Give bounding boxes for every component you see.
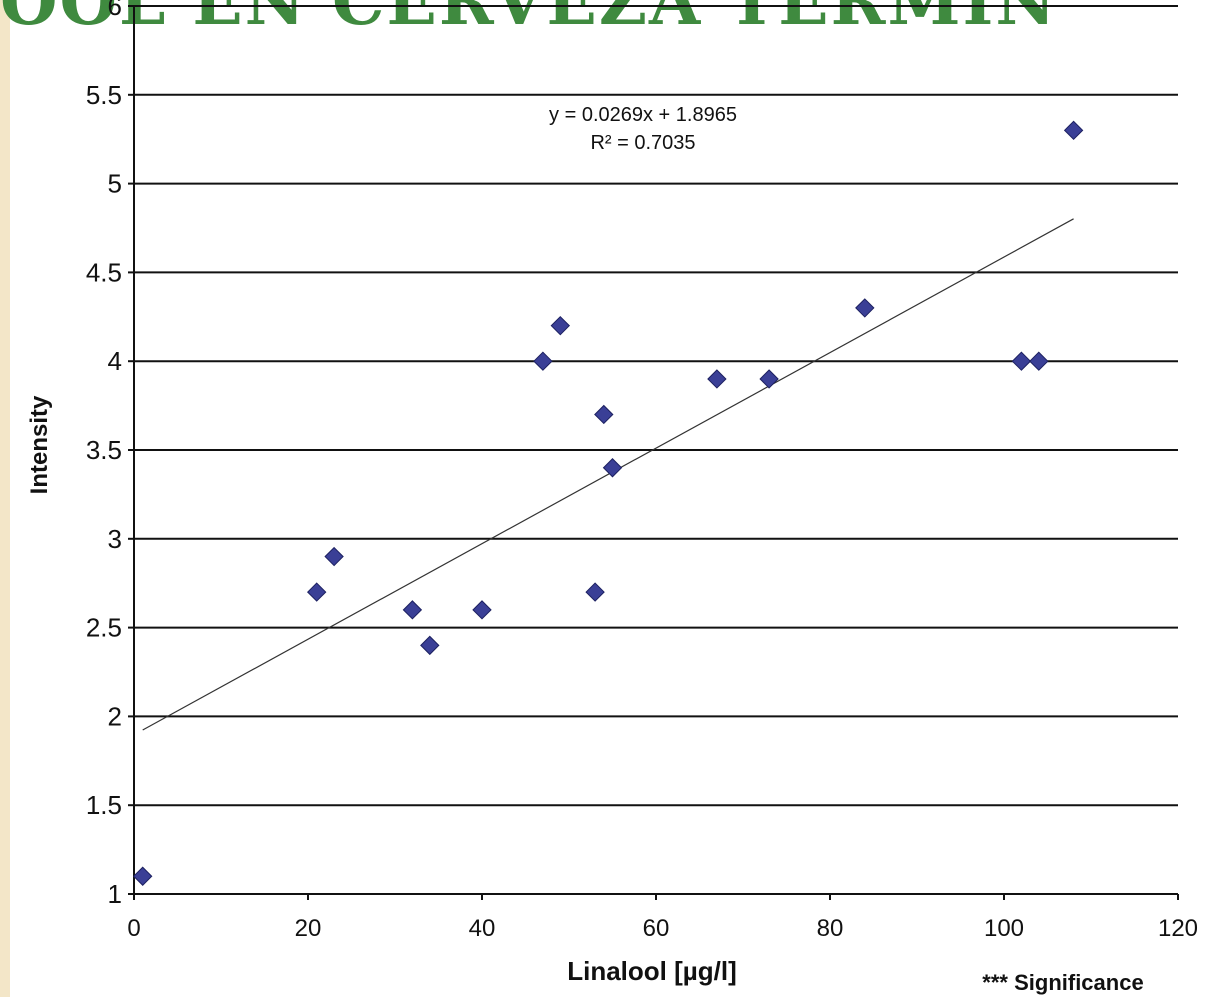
data-point — [1029, 351, 1049, 371]
y-tick-label: 1.5 — [86, 790, 122, 820]
grid-lines — [134, 5, 1178, 807]
data-point — [759, 369, 779, 389]
y-tick-label: 1 — [108, 879, 122, 909]
y-tick-label: 2 — [108, 701, 122, 731]
data-point — [602, 458, 623, 478]
data-point — [420, 635, 440, 656]
y-tick-label: 3 — [108, 524, 122, 554]
x-tick-label: 60 — [643, 915, 670, 942]
y-tick-label: 5 — [108, 169, 122, 199]
data-point — [472, 600, 492, 620]
x-axis-label: Linalool [µg/l] — [567, 956, 737, 986]
x-tick-label: 120 — [1158, 915, 1198, 942]
trendline-equation: y = 0.0269x + 1.8965 — [549, 104, 737, 126]
x-tick-label: 80 — [817, 915, 844, 942]
data-point — [550, 315, 571, 336]
data-point — [855, 298, 875, 318]
x-tick-labels: 0 20 40 60 80 100 120 — [127, 915, 1198, 942]
significance-footnote: *** Significance — [982, 970, 1143, 995]
y-tick-label: 5.5 — [86, 80, 122, 110]
data-point — [533, 351, 553, 371]
data-point — [1011, 351, 1032, 371]
axes — [128, 5, 1179, 900]
data-point — [402, 600, 423, 620]
x-tick-label: 40 — [469, 915, 496, 942]
data-point — [306, 582, 327, 602]
y-tick-label: 6 — [108, 0, 122, 21]
y-tick-label: 4 — [108, 346, 122, 376]
trendline — [142, 218, 1074, 731]
data-point — [594, 404, 614, 425]
figure-page — [10, 0, 1216, 997]
y-tick-label: 3.5 — [86, 435, 122, 465]
y-tick-label: 4.5 — [86, 257, 122, 287]
x-tick-label: 0 — [127, 915, 140, 942]
data-point — [707, 369, 727, 389]
data-point — [585, 582, 605, 602]
data-point — [1063, 120, 1084, 141]
trendline-group — [142, 218, 1074, 731]
y-tick-labels: 1 1.5 2 2.5 3 3.5 4 4.5 5 5.5 6 — [86, 0, 122, 909]
x-tick-label: 100 — [984, 915, 1024, 942]
data-points — [132, 120, 1084, 886]
x-tick-label: 20 — [295, 915, 322, 942]
data-point — [132, 866, 153, 886]
y-axis-label: Intensity — [26, 395, 53, 494]
y-tick-label: 2.5 — [86, 613, 122, 643]
data-point — [324, 546, 344, 567]
r-squared-label: R² = 0.7035 — [590, 132, 695, 154]
